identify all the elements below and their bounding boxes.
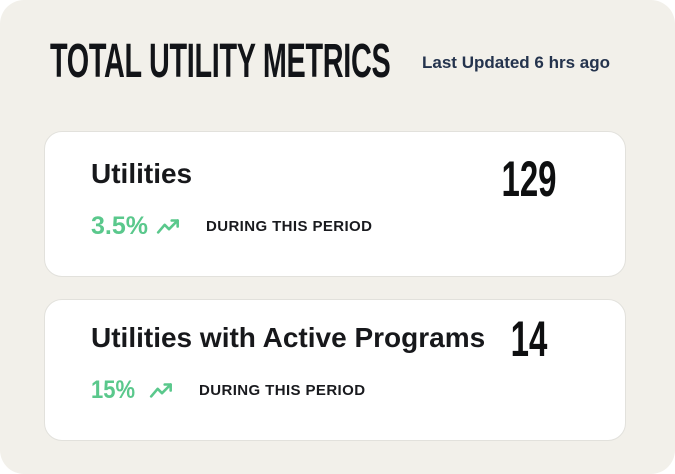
trend-percentage: 15%: [91, 376, 136, 404]
trending-up-icon: [156, 216, 182, 238]
trend-caption: DURING THIS PERIOD: [199, 382, 366, 399]
metric-label: Utilities: [91, 158, 193, 189]
trend-percentage: 3.5%: [91, 212, 148, 240]
trending-up-icon: [149, 380, 175, 402]
metric-trend-row: 15% DURING THIS PERIOD: [91, 378, 365, 403]
active-programs-metric-card: Utilities with Active Programs 14 15% DU…: [44, 299, 626, 441]
utilities-metric-card: Utilities 129 3.5% DURING THIS PERIOD: [44, 131, 626, 277]
metric-label: Utilities with Active Programs: [91, 322, 486, 353]
metric-value: 14: [510, 311, 548, 367]
metric-value: 129: [501, 151, 557, 207]
metric-trend-row: 3.5% DURING THIS PERIOD: [91, 214, 372, 239]
page-title: TOTAL UTILITY METRICS: [50, 35, 391, 88]
trend-caption: DURING THIS PERIOD: [205, 218, 373, 235]
last-updated-text: Last Updated 6 hrs ago: [422, 53, 610, 72]
